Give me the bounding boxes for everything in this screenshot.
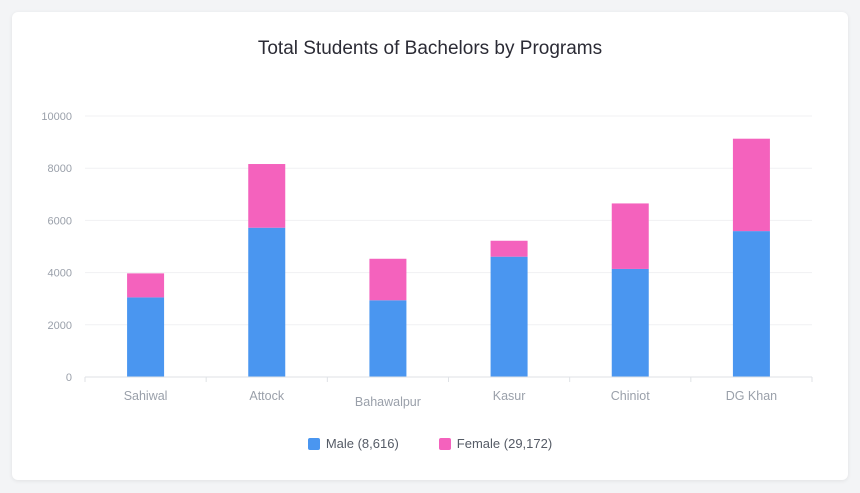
y-axis-ticks: 0 2000 4000 6000 8000 10000 — [41, 111, 72, 384]
legend: Male (8,616) Female (29,172) — [0, 436, 860, 451]
y-tick-label: 4000 — [48, 268, 72, 280]
legend-label-male: Male (8,616) — [325, 436, 399, 451]
legend-item-female[interactable]: Female (29,172) — [438, 436, 553, 451]
legend-label-female: Female (29,172) — [456, 436, 553, 451]
x-tick-label: DG Khan — [726, 389, 777, 403]
chart-title: Total Students of Bachelors by Programs — [257, 38, 603, 59]
x-axis — [84, 376, 813, 382]
bar-male-attock — [248, 227, 286, 377]
bar-female-dg-khan — [732, 138, 770, 232]
bar-male-bahawalpur — [369, 300, 407, 377]
legend-item-male[interactable]: Male (8,616) — [307, 436, 399, 451]
bar-male-sahiwal — [127, 297, 165, 377]
bars — [127, 138, 770, 377]
bar-male-kasur — [490, 256, 528, 377]
y-tick-label: 8000 — [48, 163, 72, 175]
x-tick-label: Chiniot — [611, 389, 650, 403]
x-tick-label: Kasur — [493, 389, 526, 403]
bar-female-attock — [248, 164, 286, 228]
bar-female-kasur — [490, 240, 528, 257]
grid-lines — [85, 115, 812, 326]
x-tick-label: Sahiwal — [124, 389, 168, 403]
y-tick-label: 6000 — [48, 215, 72, 227]
x-tick-label: Attock — [249, 389, 284, 403]
legend-swatch-male — [307, 437, 320, 450]
bar-male-dg-khan — [732, 231, 770, 377]
bar-female-sahiwal — [127, 273, 165, 298]
x-axis-labels: Sahiwal Attock Bahawalpur Kasur Chiniot DG Kh… — [124, 389, 777, 409]
x-tick-label: Bahawalpur — [355, 395, 421, 409]
y-tick-label: 2000 — [48, 320, 72, 332]
bar-male-chiniot — [611, 268, 649, 377]
y-tick-label: 0 — [66, 372, 72, 384]
chart-card — [12, 12, 848, 480]
y-tick-label: 10000 — [41, 111, 72, 123]
bar-female-bahawalpur — [369, 258, 407, 301]
legend-swatch-female — [438, 437, 451, 450]
bar-female-chiniot — [611, 203, 649, 269]
